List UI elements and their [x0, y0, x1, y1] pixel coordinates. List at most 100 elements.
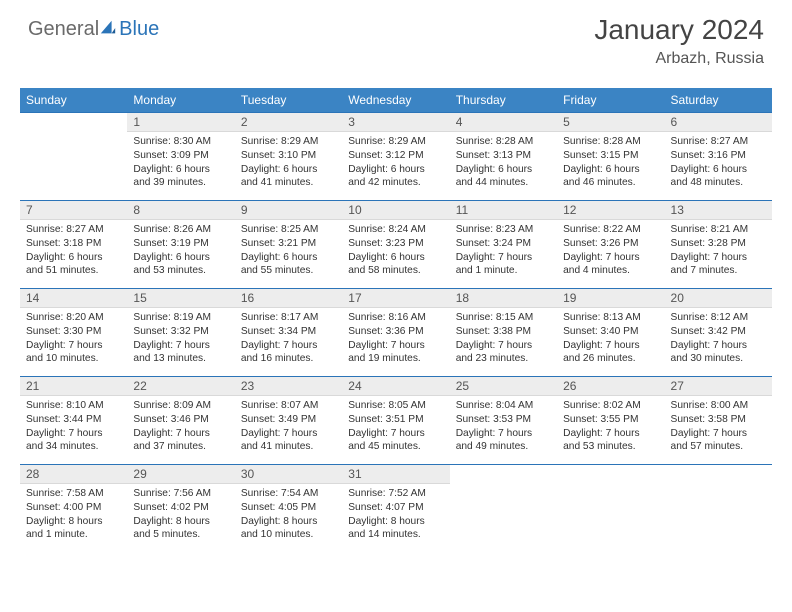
day-details: Sunrise: 8:24 AMSunset: 3:23 PMDaylight:… — [342, 220, 449, 283]
sunset-line: Sunset: 3:12 PM — [348, 149, 443, 163]
weekday-header-row: Sunday Monday Tuesday Wednesday Thursday… — [20, 88, 772, 113]
sunset-line: Sunset: 3:21 PM — [241, 237, 336, 251]
daylight-line: Daylight: 8 hours and 14 minutes. — [348, 515, 443, 543]
day-details: Sunrise: 8:13 AMSunset: 3:40 PMDaylight:… — [557, 308, 664, 371]
weekday-header: Sunday — [20, 88, 127, 113]
sunset-line: Sunset: 3:30 PM — [26, 325, 121, 339]
sunrise-line: Sunrise: 8:22 AM — [563, 223, 658, 237]
calendar-cell: 11Sunrise: 8:23 AMSunset: 3:24 PMDayligh… — [450, 201, 557, 289]
calendar-cell: 16Sunrise: 8:17 AMSunset: 3:34 PMDayligh… — [235, 289, 342, 377]
daylight-line: Daylight: 7 hours and 53 minutes. — [563, 427, 658, 455]
day-number: 16 — [235, 289, 342, 308]
calendar-row: 28Sunrise: 7:58 AMSunset: 4:00 PMDayligh… — [20, 465, 772, 553]
day-number: 26 — [557, 377, 664, 396]
calendar-cell: .. — [557, 465, 664, 553]
sunset-line: Sunset: 3:10 PM — [241, 149, 336, 163]
day-details: Sunrise: 8:21 AMSunset: 3:28 PMDaylight:… — [665, 220, 772, 283]
day-details: Sunrise: 8:30 AMSunset: 3:09 PMDaylight:… — [127, 132, 234, 195]
day-details: Sunrise: 8:15 AMSunset: 3:38 PMDaylight:… — [450, 308, 557, 371]
sunrise-line: Sunrise: 8:26 AM — [133, 223, 228, 237]
day-number: 22 — [127, 377, 234, 396]
calendar-cell: .. — [665, 465, 772, 553]
day-details: Sunrise: 8:12 AMSunset: 3:42 PMDaylight:… — [665, 308, 772, 371]
calendar-cell: 29Sunrise: 7:56 AMSunset: 4:02 PMDayligh… — [127, 465, 234, 553]
daylight-line: Daylight: 6 hours and 51 minutes. — [26, 251, 121, 279]
sunrise-line: Sunrise: 8:24 AM — [348, 223, 443, 237]
day-details: Sunrise: 7:54 AMSunset: 4:05 PMDaylight:… — [235, 484, 342, 547]
daylight-line: Daylight: 7 hours and 34 minutes. — [26, 427, 121, 455]
day-number: 13 — [665, 201, 772, 220]
sunset-line: Sunset: 4:07 PM — [348, 501, 443, 515]
sunrise-line: Sunrise: 8:28 AM — [563, 135, 658, 149]
daylight-line: Daylight: 6 hours and 58 minutes. — [348, 251, 443, 279]
day-number: 1 — [127, 113, 234, 132]
sunset-line: Sunset: 3:44 PM — [26, 413, 121, 427]
calendar-cell: 10Sunrise: 8:24 AMSunset: 3:23 PMDayligh… — [342, 201, 449, 289]
sunrise-line: Sunrise: 7:56 AM — [133, 487, 228, 501]
day-number: 3 — [342, 113, 449, 132]
sunrise-line: Sunrise: 8:29 AM — [348, 135, 443, 149]
day-details: Sunrise: 8:23 AMSunset: 3:24 PMDaylight:… — [450, 220, 557, 283]
sunset-line: Sunset: 3:19 PM — [133, 237, 228, 251]
sunrise-line: Sunrise: 8:10 AM — [26, 399, 121, 413]
daylight-line: Daylight: 6 hours and 48 minutes. — [671, 163, 766, 191]
day-number: 30 — [235, 465, 342, 484]
calendar-cell: .. — [450, 465, 557, 553]
day-details: Sunrise: 8:27 AMSunset: 3:16 PMDaylight:… — [665, 132, 772, 195]
daylight-line: Daylight: 7 hours and 41 minutes. — [241, 427, 336, 455]
day-number: 23 — [235, 377, 342, 396]
day-number: 4 — [450, 113, 557, 132]
day-number: 5 — [557, 113, 664, 132]
day-number: 2 — [235, 113, 342, 132]
sunset-line: Sunset: 3:13 PM — [456, 149, 551, 163]
sunrise-line: Sunrise: 8:21 AM — [671, 223, 766, 237]
daylight-line: Daylight: 6 hours and 53 minutes. — [133, 251, 228, 279]
calendar-cell: 21Sunrise: 8:10 AMSunset: 3:44 PMDayligh… — [20, 377, 127, 465]
calendar-cell: 24Sunrise: 8:05 AMSunset: 3:51 PMDayligh… — [342, 377, 449, 465]
day-number: 31 — [342, 465, 449, 484]
calendar-cell: 25Sunrise: 8:04 AMSunset: 3:53 PMDayligh… — [450, 377, 557, 465]
sunrise-line: Sunrise: 8:12 AM — [671, 311, 766, 325]
sunrise-line: Sunrise: 8:23 AM — [456, 223, 551, 237]
location-subtitle: Arbazh, Russia — [594, 50, 764, 68]
logo-word-1: General — [28, 18, 99, 41]
day-details: Sunrise: 8:20 AMSunset: 3:30 PMDaylight:… — [20, 308, 127, 371]
sunrise-line: Sunrise: 8:02 AM — [563, 399, 658, 413]
sunset-line: Sunset: 4:02 PM — [133, 501, 228, 515]
title-block: January 2024 Arbazh, Russia — [594, 14, 764, 68]
calendar-row: 7Sunrise: 8:27 AMSunset: 3:18 PMDaylight… — [20, 201, 772, 289]
daylight-line: Daylight: 8 hours and 10 minutes. — [241, 515, 336, 543]
sunset-line: Sunset: 3:40 PM — [563, 325, 658, 339]
calendar-cell: 2Sunrise: 8:29 AMSunset: 3:10 PMDaylight… — [235, 113, 342, 201]
weekday-header: Wednesday — [342, 88, 449, 113]
day-details: Sunrise: 8:10 AMSunset: 3:44 PMDaylight:… — [20, 396, 127, 459]
sunrise-line: Sunrise: 7:58 AM — [26, 487, 121, 501]
sunrise-line: Sunrise: 8:07 AM — [241, 399, 336, 413]
weekday-header: Thursday — [450, 88, 557, 113]
sunrise-line: Sunrise: 8:15 AM — [456, 311, 551, 325]
calendar-cell: 9Sunrise: 8:25 AMSunset: 3:21 PMDaylight… — [235, 201, 342, 289]
calendar-row: ..1Sunrise: 8:30 AMSunset: 3:09 PMDaylig… — [20, 113, 772, 201]
daylight-line: Daylight: 8 hours and 5 minutes. — [133, 515, 228, 543]
sunrise-line: Sunrise: 8:17 AM — [241, 311, 336, 325]
logo-word-2: Blue — [119, 18, 159, 41]
sunset-line: Sunset: 3:16 PM — [671, 149, 766, 163]
sunrise-line: Sunrise: 8:16 AM — [348, 311, 443, 325]
day-number: 12 — [557, 201, 664, 220]
day-details: Sunrise: 7:56 AMSunset: 4:02 PMDaylight:… — [127, 484, 234, 547]
day-number: 17 — [342, 289, 449, 308]
daylight-line: Daylight: 6 hours and 55 minutes. — [241, 251, 336, 279]
calendar-row: 21Sunrise: 8:10 AMSunset: 3:44 PMDayligh… — [20, 377, 772, 465]
sunrise-line: Sunrise: 8:27 AM — [26, 223, 121, 237]
sunrise-line: Sunrise: 8:09 AM — [133, 399, 228, 413]
sunset-line: Sunset: 3:09 PM — [133, 149, 228, 163]
daylight-line: Daylight: 6 hours and 42 minutes. — [348, 163, 443, 191]
day-details: Sunrise: 8:28 AMSunset: 3:13 PMDaylight:… — [450, 132, 557, 195]
daylight-line: Daylight: 7 hours and 4 minutes. — [563, 251, 658, 279]
day-details: Sunrise: 8:25 AMSunset: 3:21 PMDaylight:… — [235, 220, 342, 283]
day-details: Sunrise: 8:02 AMSunset: 3:55 PMDaylight:… — [557, 396, 664, 459]
daylight-line: Daylight: 6 hours and 39 minutes. — [133, 163, 228, 191]
sunset-line: Sunset: 3:53 PM — [456, 413, 551, 427]
calendar-cell: 3 Sunrise: 8:29 AMSunset: 3:12 PMDaylight… — [342, 113, 449, 201]
daylight-line: Daylight: 7 hours and 7 minutes. — [671, 251, 766, 279]
